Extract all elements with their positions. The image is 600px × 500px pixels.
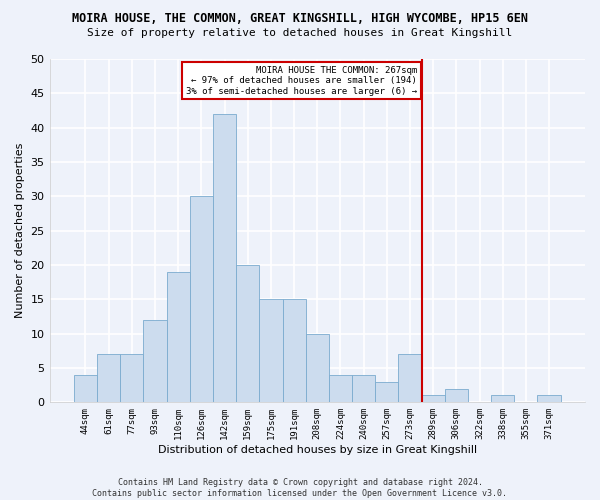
Text: MOIRA HOUSE, THE COMMON, GREAT KINGSHILL, HIGH WYCOMBE, HP15 6EN: MOIRA HOUSE, THE COMMON, GREAT KINGSHILL… <box>72 12 528 26</box>
Bar <box>97 354 120 403</box>
Bar <box>445 388 468 402</box>
Bar <box>167 272 190 402</box>
Bar <box>120 354 143 403</box>
Y-axis label: Number of detached properties: Number of detached properties <box>15 143 25 318</box>
Bar <box>305 334 329 402</box>
Bar <box>283 300 305 403</box>
Text: MOIRA HOUSE THE COMMON: 267sqm
← 97% of detached houses are smaller (194)
3% of : MOIRA HOUSE THE COMMON: 267sqm ← 97% of … <box>186 66 417 96</box>
Bar <box>143 320 167 402</box>
Bar <box>398 354 422 403</box>
Bar <box>74 375 97 402</box>
Bar <box>213 114 236 403</box>
Bar <box>190 196 213 402</box>
X-axis label: Distribution of detached houses by size in Great Kingshill: Distribution of detached houses by size … <box>158 445 477 455</box>
Text: Contains HM Land Registry data © Crown copyright and database right 2024.
Contai: Contains HM Land Registry data © Crown c… <box>92 478 508 498</box>
Bar <box>259 300 283 403</box>
Bar <box>538 396 560 402</box>
Bar <box>236 265 259 402</box>
Bar <box>329 375 352 402</box>
Text: Size of property relative to detached houses in Great Kingshill: Size of property relative to detached ho… <box>88 28 512 38</box>
Bar <box>352 375 375 402</box>
Bar <box>491 396 514 402</box>
Bar <box>422 396 445 402</box>
Bar <box>375 382 398 402</box>
